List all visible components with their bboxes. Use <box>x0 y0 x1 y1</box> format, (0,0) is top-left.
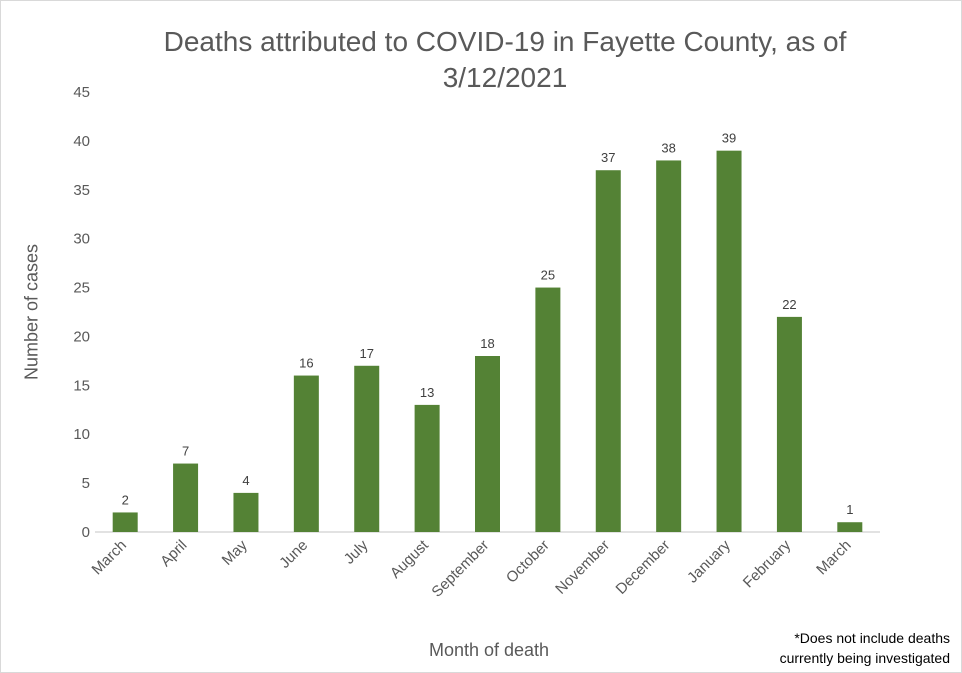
data-label: 4 <box>242 473 249 488</box>
footnote-line-1: *Does not include deaths <box>794 630 950 646</box>
bar <box>173 463 199 532</box>
data-label: 17 <box>359 346 373 361</box>
bar <box>414 404 440 532</box>
y-tick-label: 0 <box>82 524 90 541</box>
bar <box>354 365 380 532</box>
data-label: 22 <box>782 297 796 312</box>
bar <box>837 522 863 532</box>
data-label: 25 <box>541 268 555 283</box>
x-tick-label: August <box>387 536 433 582</box>
y-tick-label: 25 <box>73 280 90 297</box>
x-tick-label: March <box>89 537 130 578</box>
data-label: 39 <box>722 131 736 146</box>
y-tick-label: 5 <box>82 475 90 492</box>
y-tick-label: 40 <box>73 133 90 150</box>
x-tick-label: July <box>341 536 372 567</box>
bar <box>475 356 500 532</box>
bar <box>293 375 319 532</box>
y-tick-label: 10 <box>73 426 90 443</box>
data-label: 38 <box>661 140 675 155</box>
x-tick-label: January <box>684 536 734 586</box>
bar <box>656 160 682 532</box>
bar <box>535 287 561 532</box>
x-tick-label: June <box>276 537 311 572</box>
bar <box>595 170 621 532</box>
x-tick-label: November <box>552 537 613 598</box>
x-tick-label: May <box>219 536 251 568</box>
chart-title: Deaths attributed to COVID-19 in Fayette… <box>120 24 890 96</box>
data-label: 18 <box>480 336 494 351</box>
chart-title-line-1: Deaths attributed to COVID-19 in Fayette… <box>163 26 847 57</box>
data-label: 1 <box>846 502 853 517</box>
x-tick-label: April <box>157 537 190 570</box>
y-tick-label: 45 <box>73 84 90 101</box>
bar <box>776 316 802 532</box>
x-tick-label: October <box>503 537 553 587</box>
data-label: 7 <box>182 444 189 459</box>
chart-title-line-2: 3/12/2021 <box>442 62 568 93</box>
bar <box>112 512 138 532</box>
footnote-line-2: currently being investigated <box>779 650 950 666</box>
y-tick-label: 35 <box>73 182 90 199</box>
x-tick-label: March <box>813 537 854 578</box>
data-label: 37 <box>601 150 615 165</box>
data-label: 2 <box>122 492 129 507</box>
x-tick-label: December <box>613 537 674 598</box>
y-tick-label: 20 <box>73 328 90 345</box>
x-tick-label: September <box>428 537 492 601</box>
x-tick-label: February <box>740 536 795 591</box>
bar <box>716 150 742 532</box>
x-axis-label: Month of death <box>428 640 550 660</box>
y-tick-label: 30 <box>73 231 90 248</box>
bar <box>233 492 259 532</box>
y-tick-label: 15 <box>73 377 90 394</box>
data-label: 13 <box>420 385 434 400</box>
footnote: *Does not include deaths currently being… <box>780 628 950 668</box>
data-label: 16 <box>299 356 313 371</box>
